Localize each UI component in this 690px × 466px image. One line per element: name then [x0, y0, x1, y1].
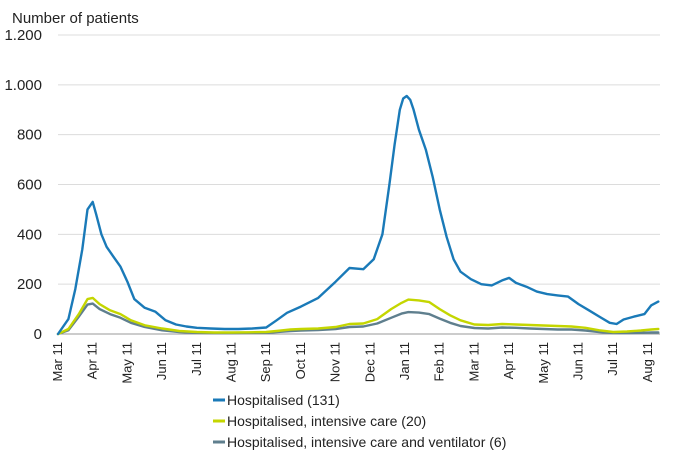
x-tick-label: May 11 [536, 342, 551, 384]
x-tick-label: Jun 11 [570, 342, 585, 380]
x-tick-label: Dec 11 [362, 342, 377, 382]
axes: 0 200 400 600 800 1.000 1.200 Mar 11 Apr 11 May 1… [4, 27, 660, 384]
legend-label: Hospitalised (131) [227, 392, 340, 408]
x-tick-label: Jul 11 [605, 342, 620, 376]
legend: Hospitalised (131) Hospitalised, intensiv… [213, 392, 506, 450]
x-tick-label: Aug 11 [223, 342, 238, 382]
legend-label: Hospitalised, intensive care and ventila… [227, 434, 506, 450]
y-tick-label: 200 [17, 276, 42, 293]
series-lines [56, 94, 660, 336]
x-tick-label: Jan 11 [397, 342, 412, 380]
y-tick-label: 800 [17, 127, 42, 144]
series-line [56, 94, 660, 336]
y-axis-label: Number of patients [12, 10, 139, 27]
legend-label: Hospitalised, intensive care (20) [227, 413, 426, 429]
x-tick-label: Mar 11 [50, 342, 65, 382]
x-tick-label: Apr 11 [501, 342, 516, 379]
y-tick-label: 400 [17, 226, 42, 243]
x-tick-label: Oct 11 [293, 342, 308, 379]
series-line [56, 302, 660, 336]
x-tick-label: Feb 11 [432, 342, 447, 382]
gridlines [58, 34, 660, 285]
x-tick-label: Apr 11 [85, 342, 100, 379]
x-tick-label: Jun 11 [154, 342, 169, 380]
x-tick-label: Jul 11 [189, 342, 204, 376]
y-tick-label: 1.000 [4, 77, 42, 94]
y-tick-label: 600 [17, 177, 42, 194]
x-tick-label: Aug 11 [640, 342, 655, 382]
x-tick-label: Sep 11 [258, 342, 273, 382]
series-line [56, 296, 660, 336]
y-tick-label: 1.200 [4, 27, 42, 44]
x-tick-label: May 11 [119, 342, 134, 384]
y-tick-label: 0 [34, 326, 42, 343]
x-tick-label: Mar 11 [466, 342, 481, 382]
x-tick-label: Nov 11 [328, 342, 343, 382]
